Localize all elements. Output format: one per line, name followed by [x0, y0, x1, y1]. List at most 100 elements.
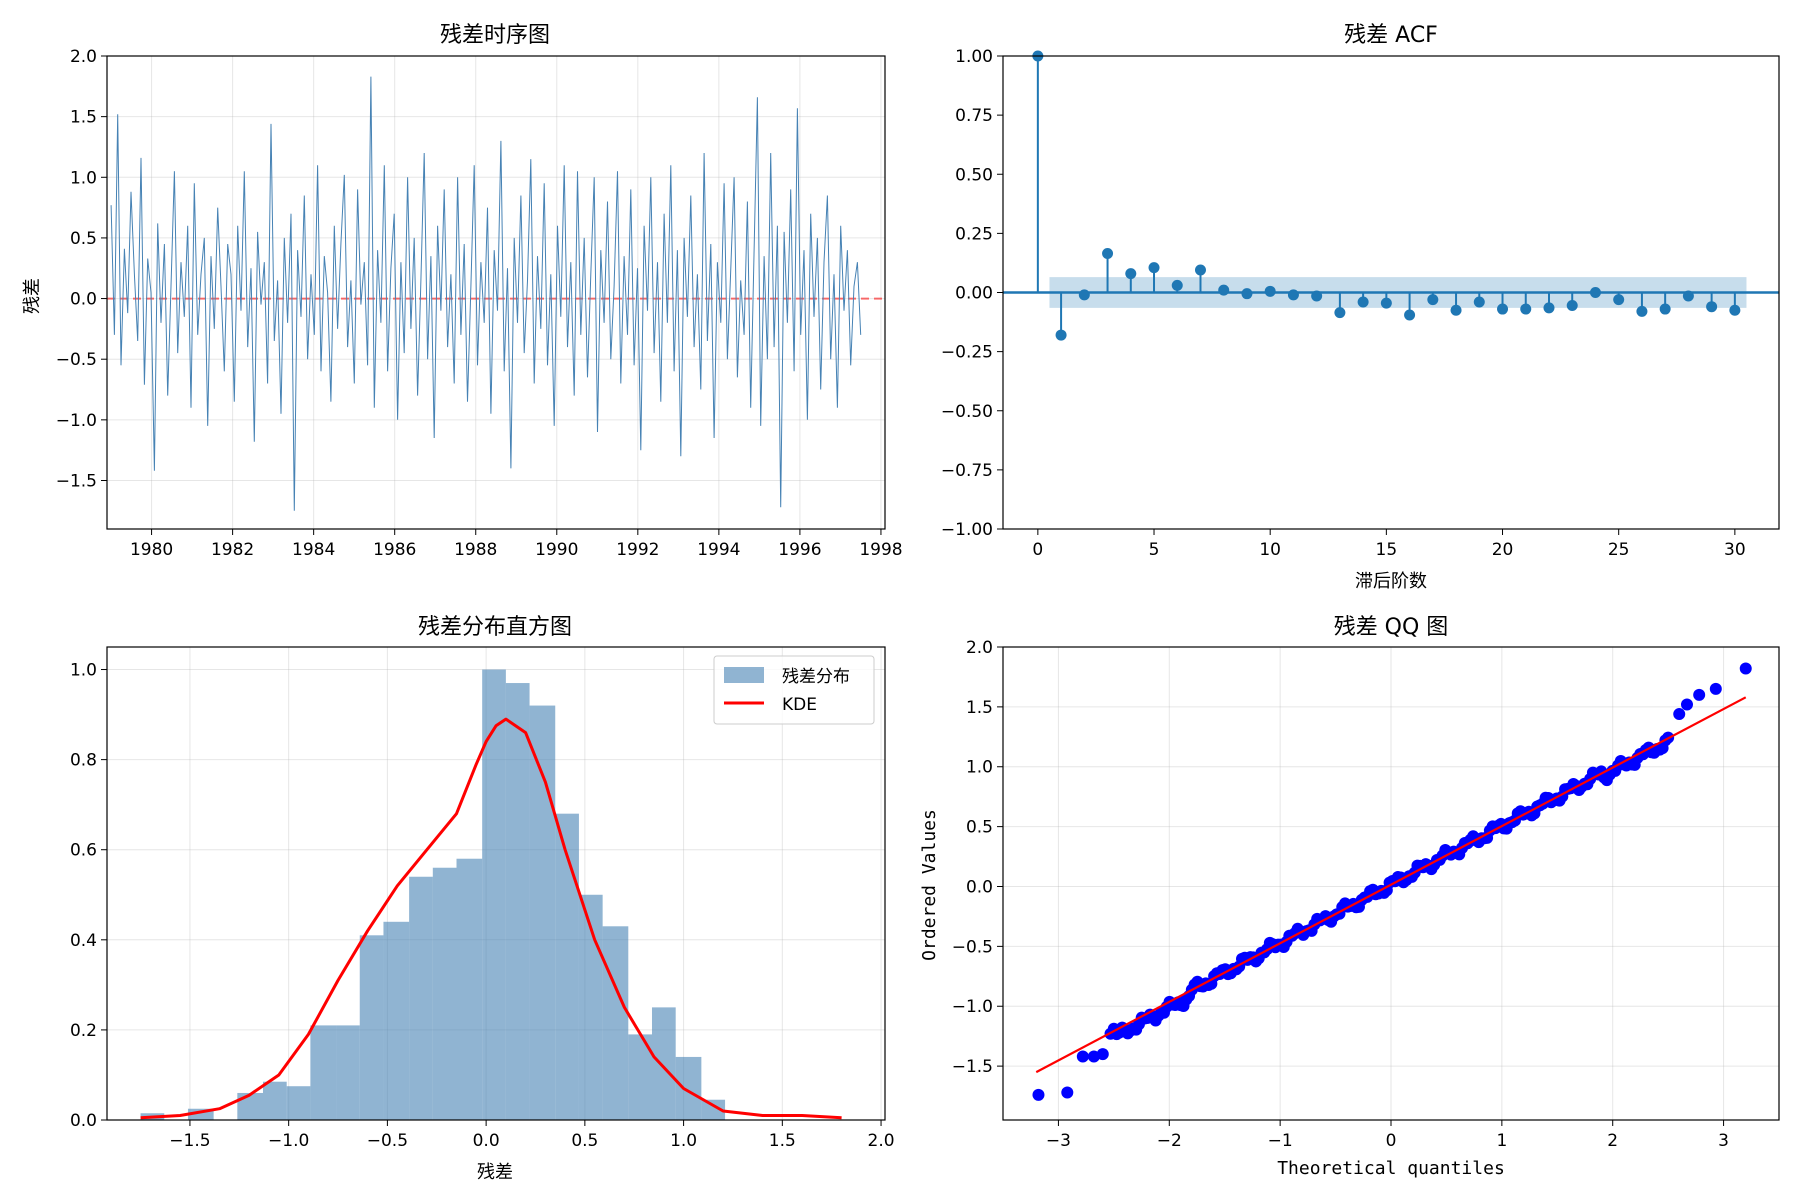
hist-bar: [310, 1025, 337, 1120]
qq-point: [1061, 1086, 1074, 1099]
legend-swatch-hist: [724, 667, 764, 683]
residual-acf-panel: 残差 ACF 滞后阶数 0 5 10 15 20 25 30 1.00 0.75 0.50 0.25…: [941, 23, 1780, 592]
hist-bar: [359, 935, 384, 1120]
x-tick-label: 0: [1032, 540, 1043, 560]
y-tick-label: 0.6: [70, 841, 97, 861]
x-tick-label: 2: [1607, 1131, 1618, 1151]
x-tick-label: 1.5: [769, 1131, 796, 1151]
hist-bar: [456, 858, 483, 1120]
hist-bar: [602, 926, 629, 1120]
acf-marker: [1194, 264, 1206, 276]
x-tick-label: 1998: [859, 540, 902, 560]
acf-marker: [1218, 284, 1230, 296]
hist-bar: [262, 1081, 287, 1120]
y-axis-label: 残差: [22, 278, 43, 314]
qq-point: [1739, 662, 1752, 675]
x-axis-label: 滞后阶数: [1355, 571, 1427, 592]
y-tick-label: −1.00: [941, 520, 993, 540]
hist-bar: [409, 876, 433, 1120]
acf-marker: [1264, 285, 1276, 297]
x-tick-label: 0.0: [473, 1131, 500, 1151]
x-tick-label: 1988: [454, 540, 497, 560]
acf-marker: [1636, 305, 1648, 317]
x-tick-label: 1992: [616, 540, 659, 560]
y-tick-label: 0.5: [966, 818, 993, 838]
hist-bar: [675, 1056, 702, 1120]
y-tick-label: −0.50: [941, 402, 993, 422]
acf-marker: [1520, 303, 1532, 315]
y-tick-label: −1.0: [952, 997, 993, 1017]
x-tick-label: 3: [1718, 1131, 1729, 1151]
x-tick-label: 2.0: [868, 1131, 895, 1151]
y-tick-label: −0.25: [941, 343, 993, 363]
panel-title: 残差分布直方图: [418, 615, 572, 640]
x-tick-label: 1.0: [670, 1131, 697, 1151]
y-tick-label: 2.0: [966, 638, 993, 658]
residual-qq-panel: 残差 QQ 图 Theoretical quantiles Ordered Va…: [919, 615, 1780, 1179]
acf-marker: [1566, 300, 1578, 312]
y-tick-label: 0.25: [955, 224, 993, 244]
x-tick-label: 5: [1149, 540, 1160, 560]
y-tick-label: −0.75: [941, 461, 993, 481]
x-tick-label: −1: [1268, 1131, 1293, 1151]
x-axis-label: 残差: [477, 1162, 513, 1183]
plot-frame: [1002, 646, 1780, 1121]
x-tick-label: −1.0: [268, 1131, 309, 1151]
x-tick-label: 25: [1608, 540, 1630, 560]
hist-bar: [578, 894, 603, 1120]
y-tick-label: 0.0: [70, 290, 97, 310]
plot-frame: [106, 646, 886, 1121]
x-tick-label: 1980: [130, 540, 173, 560]
x-tick-label: −1.5: [169, 1131, 210, 1151]
x-tick-label: 1990: [535, 540, 578, 560]
acf-marker: [1241, 288, 1253, 300]
x-tick-label: −3: [1046, 1131, 1071, 1151]
x-tick-label: 1984: [292, 540, 335, 560]
qq-point: [1096, 1048, 1109, 1061]
x-axis-label: Theoretical quantiles: [1277, 1158, 1505, 1179]
y-tick-label: 1.00: [955, 47, 993, 67]
x-tick-label: 30: [1724, 540, 1746, 560]
acf-marker: [1311, 290, 1323, 302]
x-tick-label: 1994: [697, 540, 740, 560]
hist-bar: [482, 669, 506, 1120]
legend: 残差分布 KDE: [713, 655, 875, 725]
acf-marker: [1473, 296, 1485, 308]
acf-marker: [1148, 262, 1160, 274]
x-tick-label: 10: [1259, 540, 1281, 560]
acf-marker: [1589, 287, 1601, 298]
hist-bar: [237, 1092, 263, 1120]
x-tick-label: 1996: [778, 540, 821, 560]
qq-point: [1076, 1050, 1089, 1063]
y-tick-label: −1.5: [56, 471, 97, 491]
y-tick-label: 0.2: [70, 1021, 97, 1041]
y-tick-label: 0.75: [955, 106, 993, 126]
legend-label-hist: 残差分布: [782, 667, 850, 687]
acf-marker: [1055, 329, 1067, 341]
acf-marker: [1171, 279, 1183, 291]
y-tick-label: 0.00: [955, 284, 993, 304]
acf-marker: [1404, 309, 1416, 321]
y-tick-label: 0.50: [955, 165, 993, 185]
acf-marker: [1078, 289, 1090, 301]
residual-histogram-panel: 残差分布直方图 残差 −1.5 −1.0 −0.5 0.0 0.5 1.0 1.5 2.0 1.…: [70, 615, 895, 1183]
acf-marker: [1682, 290, 1694, 302]
y-tick-label: 2.0: [70, 47, 97, 67]
y-tick-label: 1.5: [966, 698, 993, 718]
hist-bar: [383, 921, 410, 1120]
qq-point: [1680, 698, 1693, 711]
y-axis-label: Ordered Values: [919, 809, 940, 961]
hist-bar: [628, 1034, 652, 1120]
x-tick-label: 1: [1496, 1131, 1507, 1151]
hist-bar: [701, 1099, 726, 1120]
x-tick-label: 20: [1492, 540, 1514, 560]
hist-bar: [505, 683, 530, 1120]
legend-label-kde: KDE: [782, 695, 817, 715]
hist-bar: [651, 1007, 676, 1120]
acf-marker: [1706, 301, 1718, 313]
y-tick-label: 1.0: [70, 168, 97, 188]
y-tick-label: 1.5: [70, 108, 97, 128]
acf-marker: [1729, 304, 1741, 316]
plot-frame: [106, 55, 886, 530]
